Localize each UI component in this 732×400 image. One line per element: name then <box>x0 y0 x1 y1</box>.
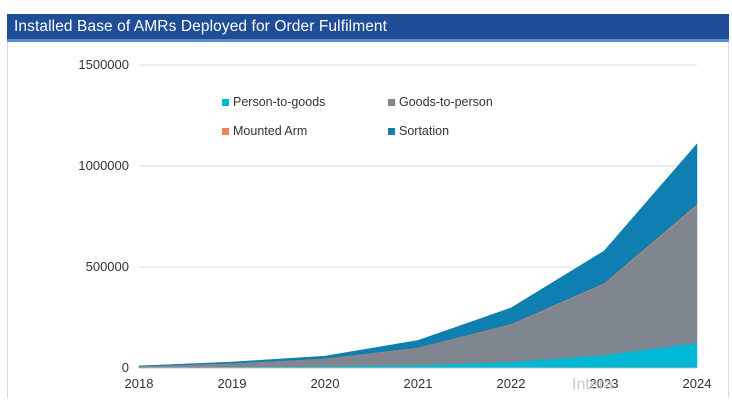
x-tick-label: 2021 <box>404 376 433 391</box>
y-tick-label: 500000 <box>86 259 129 274</box>
legend-swatch-goods-to-person <box>388 99 395 106</box>
area-series-sortation <box>138 143 698 367</box>
chart-frame <box>7 42 729 398</box>
legend-swatch-sortation <box>388 128 395 135</box>
legend-label-sortation: Sortation <box>399 124 449 138</box>
y-tick-label: 1000000 <box>78 158 129 173</box>
x-tick-label: 2020 <box>311 376 340 391</box>
x-tick-label: 2018 <box>125 376 154 391</box>
legend: Person-to-goods Goods-to-person Mounted Ar… <box>222 95 493 138</box>
legend-label-mounted-arm: Mounted Arm <box>233 124 307 138</box>
legend-label-person-to-goods: Person-to-goods <box>233 95 325 109</box>
area-layer <box>138 143 698 369</box>
x-tick-label: 2023 <box>590 376 619 391</box>
y-tick-label: 0 <box>122 360 129 375</box>
axis-layer: 0 500000 1000000 1500000 2018 2019 2020 2021 202… <box>78 57 711 391</box>
y-tick-label: 1500000 <box>78 57 129 72</box>
chart-title: Installed Base of AMRs Deployed for Orde… <box>14 18 388 35</box>
legend-label-goods-to-person: Goods-to-person <box>399 95 493 109</box>
x-tick-label: 2019 <box>218 376 247 391</box>
watermark-text: Intera <box>572 376 613 393</box>
legend-swatch-mounted-arm <box>222 128 229 135</box>
legend-swatch-person-to-goods <box>222 99 229 106</box>
x-tick-label: 2022 <box>497 376 526 391</box>
x-tick-label: 2024 <box>683 376 712 391</box>
chart-title-bar: Installed Base of AMRs Deployed for Orde… <box>7 14 729 42</box>
